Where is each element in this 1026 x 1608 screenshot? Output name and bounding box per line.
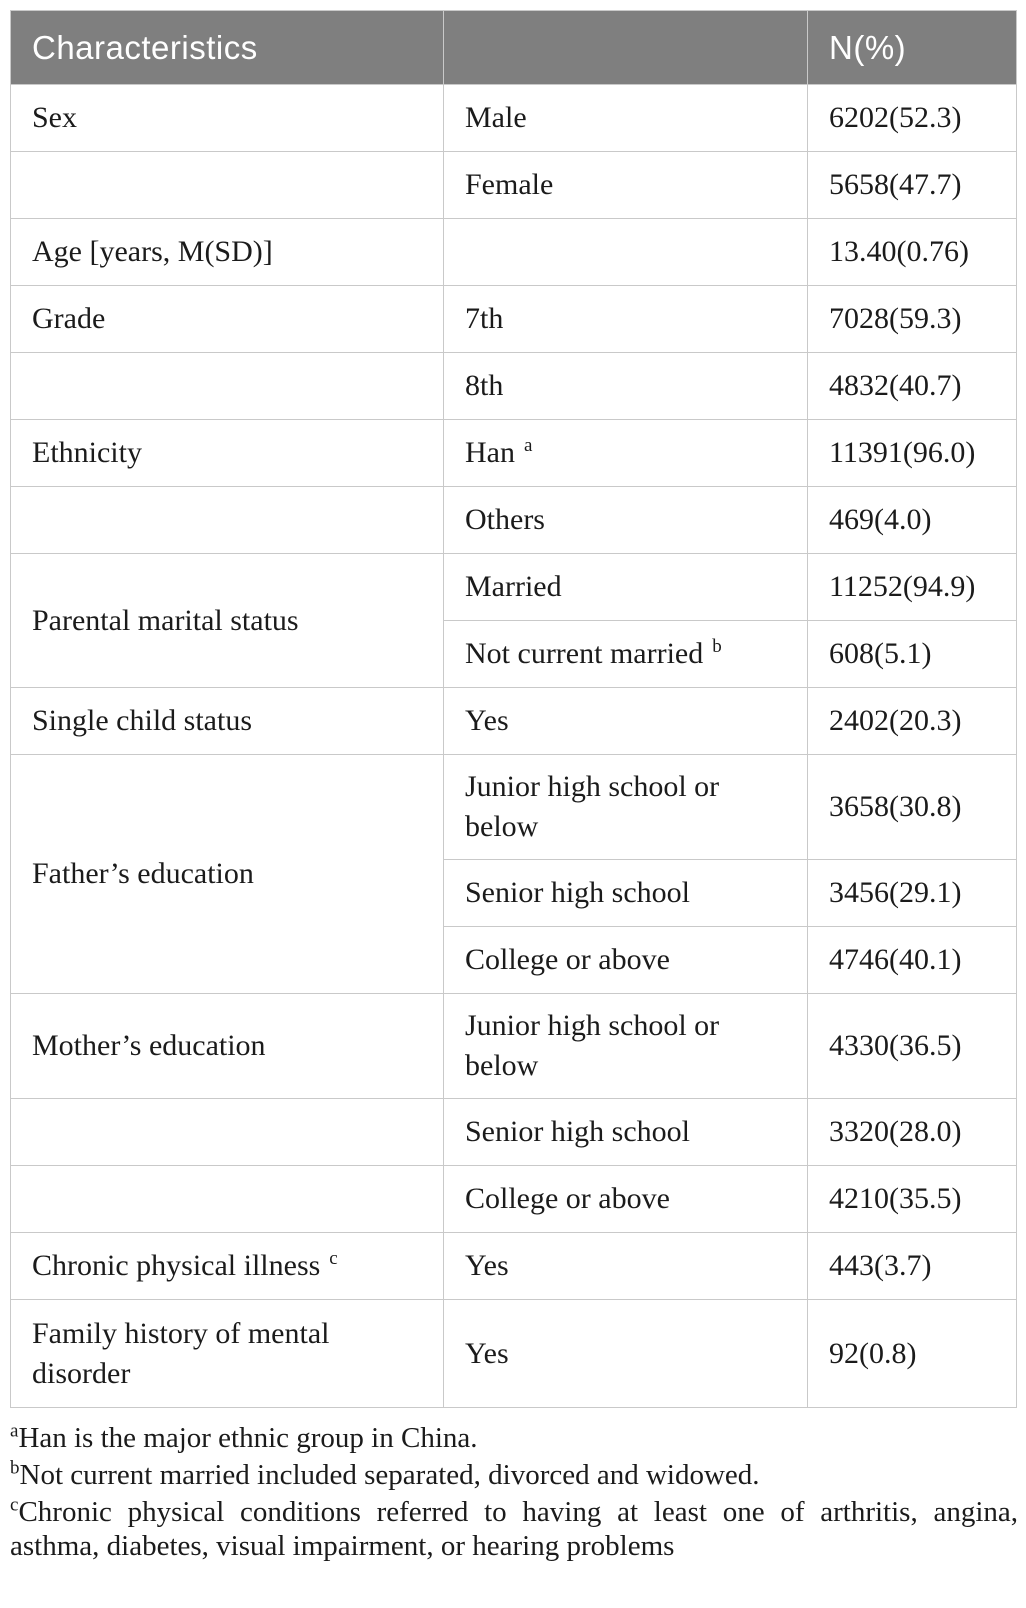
footnote-a-marker: a bbox=[10, 1420, 19, 1442]
cell-subcategory: Not current married b bbox=[443, 620, 808, 688]
cell-empty bbox=[10, 1165, 444, 1233]
footnote-a-text: Han is the major ethnic group in China. bbox=[18, 1422, 478, 1454]
footnote-c-text: Chronic physical conditions referred to … bbox=[10, 1496, 1018, 1562]
cell-category: Family history of mental disorder bbox=[10, 1299, 444, 1408]
cell-empty bbox=[10, 1098, 444, 1166]
cell-value: 3658(30.8) bbox=[807, 754, 1017, 860]
footnote-marker-c: c bbox=[329, 1248, 338, 1269]
cell-empty bbox=[10, 486, 444, 554]
cell-category: Age [years, M(SD)] bbox=[10, 218, 444, 286]
cell-subcategory: College or above bbox=[443, 1165, 808, 1233]
cell-subcategory: 8th bbox=[443, 352, 808, 420]
table-row: Senior high school 3320(28.0) bbox=[10, 1098, 1017, 1166]
cell-value: 13.40(0.76) bbox=[807, 218, 1017, 286]
cell-text: Not current married bbox=[465, 637, 704, 670]
table-row: Parental marital status Married 11252(94… bbox=[10, 553, 1017, 688]
table-row: Mother’s education Junior high school or… bbox=[10, 993, 1017, 1099]
cell-value: 4832(40.7) bbox=[807, 352, 1017, 420]
table-row: Senior high school 3456(29.1) bbox=[11, 859, 1017, 927]
cell-empty bbox=[10, 151, 444, 219]
cell-value: 11252(94.9) bbox=[807, 553, 1017, 621]
cell-subcategory: Han a bbox=[443, 419, 808, 487]
table-row: College or above 4210(35.5) bbox=[10, 1165, 1017, 1233]
table-row: Grade 7th 7028(59.3) bbox=[10, 285, 1017, 353]
table-row: Age [years, M(SD)] 13.40(0.76) bbox=[10, 218, 1017, 286]
cell-value: 5658(47.7) bbox=[807, 151, 1017, 219]
cell-subcategory: Yes bbox=[443, 1299, 808, 1408]
cell-category: Mother’s education bbox=[10, 993, 444, 1099]
cell-value: 11391(96.0) bbox=[807, 419, 1017, 487]
cell-subcategory: Junior high school or below bbox=[443, 754, 808, 860]
table-row: Not current married b 608(5.1) bbox=[11, 620, 1017, 688]
cell-value: 6202(52.3) bbox=[807, 84, 1017, 152]
cell-category: Father’s education bbox=[10, 754, 444, 994]
cell-subcategory: Senior high school bbox=[443, 1098, 808, 1166]
cell-subcategory: Junior high school or below bbox=[443, 993, 808, 1099]
cell-subcategory: 7th bbox=[443, 285, 808, 353]
table-row: Others 469(4.0) bbox=[10, 486, 1017, 554]
cell-value: 3456(29.1) bbox=[807, 859, 1017, 927]
footnote-c-marker: c bbox=[10, 1494, 19, 1516]
footnote-marker-b: b bbox=[712, 636, 722, 657]
footnote-c: cChronic physical conditions referred to… bbox=[10, 1495, 1018, 1563]
cell-text: Han bbox=[465, 436, 515, 469]
cell-category: Single child status bbox=[10, 687, 444, 755]
table-row: Family history of mental disorder Yes 92… bbox=[10, 1299, 1017, 1408]
cell-value: 4746(40.1) bbox=[807, 926, 1017, 994]
table-row: Single child status Yes 2402(20.3) bbox=[10, 687, 1017, 755]
cell-value: 608(5.1) bbox=[807, 620, 1017, 688]
header-n-percent: N(%) bbox=[807, 10, 1017, 85]
cell-value: 443(3.7) bbox=[807, 1232, 1017, 1300]
header-row: Characteristics N(%) bbox=[10, 10, 1017, 85]
footnote-marker-a: a bbox=[523, 435, 533, 456]
table-row: Chronic physical illness c Yes 443(3.7) bbox=[10, 1232, 1017, 1300]
cell-value: 3320(28.0) bbox=[807, 1098, 1017, 1166]
footnote-b: bNot current married included separated,… bbox=[10, 1458, 1018, 1492]
cell-text: Chronic physical illness bbox=[32, 1249, 321, 1282]
cell-subcategory: College or above bbox=[443, 926, 808, 994]
characteristics-table: Characteristics N(%) Sex Male 6202(52.3)… bbox=[10, 10, 1017, 1408]
cell-empty bbox=[443, 218, 808, 286]
cell-category: Sex bbox=[10, 84, 444, 152]
table-row: Female 5658(47.7) bbox=[10, 151, 1017, 219]
table-row: Father’s education Junior high school or… bbox=[10, 754, 1017, 994]
cell-value: 7028(59.3) bbox=[807, 285, 1017, 353]
cell-value: 4330(36.5) bbox=[807, 993, 1017, 1099]
cell-value: 2402(20.3) bbox=[807, 687, 1017, 755]
cell-category: Ethnicity bbox=[10, 419, 444, 487]
footnote-b-marker: b bbox=[10, 1457, 20, 1479]
cell-value: 4210(35.5) bbox=[807, 1165, 1017, 1233]
cell-subcategory: Senior high school bbox=[443, 859, 808, 927]
footnote-b-text: Not current married included separated, … bbox=[19, 1459, 760, 1491]
table-row: Sex Male 6202(52.3) bbox=[10, 84, 1017, 152]
cell-subcategory: Female bbox=[443, 151, 808, 219]
cell-value: 92(0.8) bbox=[807, 1299, 1017, 1408]
table-row: Ethnicity Han a 11391(96.0) bbox=[10, 419, 1017, 487]
cell-category: Parental marital status bbox=[10, 553, 444, 688]
cell-subcategory: Married bbox=[443, 553, 808, 621]
cell-subcategory: Yes bbox=[443, 1232, 808, 1300]
footnote-a: aHan is the major ethnic group in China. bbox=[10, 1421, 1018, 1455]
cell-value: 469(4.0) bbox=[807, 486, 1017, 554]
cell-subcategory: Others bbox=[443, 486, 808, 554]
cell-category: Chronic physical illness c bbox=[10, 1232, 444, 1300]
cell-empty bbox=[10, 352, 444, 420]
header-subcategory bbox=[443, 10, 808, 85]
page: Characteristics N(%) Sex Male 6202(52.3)… bbox=[10, 10, 1018, 1566]
table-row: 8th 4832(40.7) bbox=[10, 352, 1017, 420]
cell-category: Grade bbox=[10, 285, 444, 353]
cell-subcategory: Yes bbox=[443, 687, 808, 755]
cell-subcategory: Male bbox=[443, 84, 808, 152]
footnotes: aHan is the major ethnic group in China.… bbox=[10, 1421, 1018, 1563]
header-characteristics: Characteristics bbox=[10, 10, 444, 85]
